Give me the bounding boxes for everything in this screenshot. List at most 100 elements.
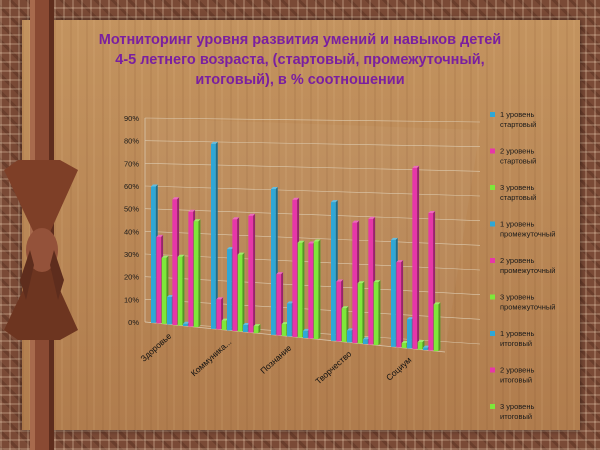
y-tick-label: 0% [128, 318, 139, 327]
bar-top [357, 281, 365, 284]
bar-top [396, 260, 404, 263]
gridline [144, 231, 481, 246]
bar-top [193, 219, 201, 222]
bar-top [417, 340, 425, 343]
legend-swatch [490, 148, 495, 154]
chart-title: Мотниторинг уровня развития умений и нав… [98, 32, 502, 88]
bar-side [253, 213, 256, 333]
bar-top [253, 324, 261, 327]
legend-label: 1 уровень стартовый [500, 110, 536, 129]
bar-side [281, 272, 284, 336]
bar-top [331, 200, 338, 203]
bar [232, 219, 238, 331]
legend-label: 2 уровень промежуточный [500, 256, 556, 275]
bar [363, 339, 368, 345]
category-label: Социум [384, 355, 413, 383]
legend: 1 уровень стартовый 2 уровень стартовый 3 ур… [490, 110, 556, 421]
bar [271, 188, 276, 335]
bar [237, 254, 243, 332]
bar [303, 330, 308, 339]
legend-label: 1 уровень итоговый [500, 329, 534, 348]
bar-top [433, 302, 441, 305]
bar-top [167, 295, 174, 298]
legend-label: 3 уровень итоговый [500, 402, 534, 421]
bar-side [258, 324, 261, 334]
wood-board [22, 20, 580, 430]
bar-top [227, 247, 234, 250]
legend-swatch [490, 404, 495, 409]
bar-side [302, 240, 305, 338]
bar-top [248, 213, 256, 216]
bar [156, 236, 162, 324]
gridline [144, 117, 481, 123]
bar [276, 274, 282, 336]
y-tick-label: 10% [124, 295, 139, 304]
bar-side [378, 280, 381, 346]
bar [373, 282, 379, 346]
y-tick-label: 80% [124, 137, 139, 146]
gridline [144, 140, 481, 147]
bar-top [336, 279, 344, 282]
bar-top [428, 210, 436, 213]
bar [221, 320, 227, 330]
bar [433, 304, 439, 352]
bar-side [242, 252, 245, 332]
bar-top [352, 220, 360, 223]
bar-top [243, 323, 250, 326]
y-tick-label: 60% [124, 182, 139, 191]
bar [412, 167, 418, 349]
bar-top [211, 141, 218, 144]
bar-side [401, 260, 404, 348]
legend-label: 2 уровень итоговый [500, 366, 534, 385]
bar-side [215, 141, 218, 329]
y-tick-label: 70% [124, 159, 139, 168]
bar [227, 249, 232, 331]
bar [216, 299, 222, 330]
y-tick-label: 30% [124, 250, 139, 259]
bar-top [341, 306, 349, 309]
bar-side [417, 165, 420, 349]
legend-label: 3 уровень стартовый [500, 183, 536, 202]
bar [417, 342, 423, 350]
bar [188, 211, 194, 327]
bar [253, 326, 259, 334]
bar-top [287, 301, 294, 304]
bar [352, 222, 358, 343]
y-axis-ticks: 0% 10% 20% 30% 40% 50% 60% 70% 80% 90% [124, 114, 139, 327]
bar [423, 347, 428, 351]
bar-top [183, 321, 190, 324]
legend-swatch [490, 367, 495, 373]
bar [292, 199, 298, 337]
category-label: Творчество [313, 349, 353, 387]
bar-top [313, 239, 321, 242]
bars [151, 141, 441, 352]
bar-top [221, 318, 229, 321]
bar-top [368, 216, 376, 219]
category-label: Здоровье [138, 331, 173, 364]
bar-top [151, 184, 158, 187]
bar-top [391, 237, 398, 240]
bar-top [177, 254, 185, 257]
bar [281, 324, 287, 336]
bar [177, 256, 183, 326]
y-tick-label: 40% [124, 227, 139, 236]
bar-side [182, 254, 185, 326]
bar-top [292, 197, 300, 200]
category-label: Коммуника... [189, 337, 233, 378]
bar-top [172, 197, 180, 200]
legend-swatch [490, 112, 495, 117]
bar-top [188, 209, 196, 212]
bar-top [156, 234, 164, 237]
bar-top [232, 217, 240, 220]
bar-top [237, 252, 245, 255]
bar-top [347, 328, 354, 331]
gridline [144, 208, 481, 221]
legend-swatch [490, 294, 495, 300]
bar [161, 257, 167, 324]
bar [347, 330, 352, 343]
y-tick-label: 50% [124, 205, 139, 214]
bar [151, 186, 156, 323]
bar-top [412, 165, 420, 168]
bar-top [276, 272, 284, 275]
